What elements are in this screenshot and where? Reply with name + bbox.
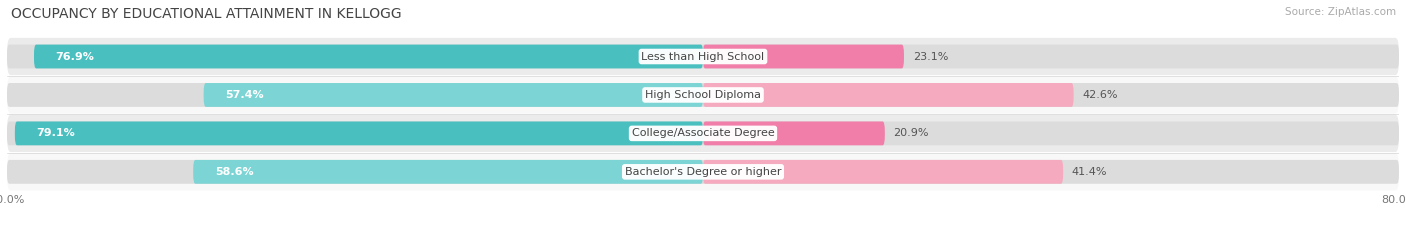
FancyBboxPatch shape	[703, 121, 884, 145]
Text: 58.6%: 58.6%	[215, 167, 253, 177]
FancyBboxPatch shape	[7, 121, 1399, 145]
Text: Less than High School: Less than High School	[641, 51, 765, 62]
Text: 79.1%: 79.1%	[37, 128, 76, 138]
Text: 42.6%: 42.6%	[1083, 90, 1118, 100]
Text: Source: ZipAtlas.com: Source: ZipAtlas.com	[1285, 7, 1396, 17]
Text: Bachelor's Degree or higher: Bachelor's Degree or higher	[624, 167, 782, 177]
FancyBboxPatch shape	[7, 160, 1399, 184]
FancyBboxPatch shape	[34, 45, 703, 69]
FancyBboxPatch shape	[15, 121, 703, 145]
FancyBboxPatch shape	[703, 45, 904, 69]
Text: 23.1%: 23.1%	[912, 51, 948, 62]
FancyBboxPatch shape	[703, 160, 1063, 184]
Text: 41.4%: 41.4%	[1071, 167, 1108, 177]
Text: High School Diploma: High School Diploma	[645, 90, 761, 100]
Text: College/Associate Degree: College/Associate Degree	[631, 128, 775, 138]
Text: 20.9%: 20.9%	[894, 128, 929, 138]
FancyBboxPatch shape	[7, 115, 1399, 152]
Text: 57.4%: 57.4%	[225, 90, 264, 100]
FancyBboxPatch shape	[703, 83, 1074, 107]
Text: 76.9%: 76.9%	[56, 51, 94, 62]
FancyBboxPatch shape	[7, 38, 1399, 75]
FancyBboxPatch shape	[7, 76, 1399, 114]
FancyBboxPatch shape	[7, 153, 1399, 191]
FancyBboxPatch shape	[204, 83, 703, 107]
FancyBboxPatch shape	[7, 83, 1399, 107]
FancyBboxPatch shape	[193, 160, 703, 184]
Text: OCCUPANCY BY EDUCATIONAL ATTAINMENT IN KELLOGG: OCCUPANCY BY EDUCATIONAL ATTAINMENT IN K…	[11, 7, 402, 21]
FancyBboxPatch shape	[7, 45, 1399, 69]
